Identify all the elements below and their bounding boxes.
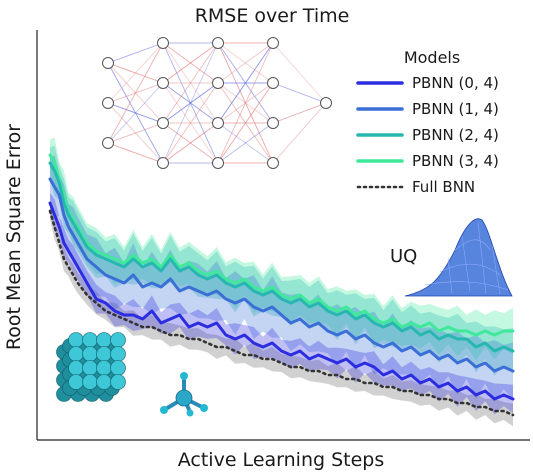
metal-cluster-icon [56, 332, 126, 402]
band-0 [50, 193, 513, 415]
x-axis-label: Active Learning Steps [178, 449, 385, 471]
plot-area [48, 137, 515, 427]
uq-inset: UQ [390, 218, 513, 297]
legend: Models PBNN (0, 4) PBNN (1, 4) PBNN (2, 4)… [356, 48, 499, 196]
legend-label-1: PBNN (1, 4) [412, 100, 499, 118]
series-line-0 [48, 201, 515, 401]
legend-label-3: PBNN (3, 4) [412, 152, 499, 170]
legend-label-4: Full BNN [412, 178, 475, 196]
series-line-1 [48, 177, 515, 373]
series-lines [48, 153, 515, 417]
uq-label: UQ [390, 246, 417, 267]
series-line-3 [48, 153, 515, 337]
band-2 [50, 145, 513, 376]
molecule-icon [160, 372, 208, 417]
series-line-4 [48, 209, 515, 417]
legend-title: Models [404, 48, 460, 67]
y-axis-label: Root Mean Square Error [3, 124, 25, 350]
legend-label-0: PBNN (0, 4) [412, 74, 499, 92]
band-1 [50, 155, 513, 402]
gaussian-surface-icon [404, 218, 513, 297]
neural-network-icon [102, 37, 332, 169]
band-3 [50, 137, 513, 361]
chart-title: RMSE over Time [195, 5, 350, 27]
series-line-2 [48, 161, 515, 353]
legend-label-2: PBNN (2, 4) [412, 126, 499, 144]
